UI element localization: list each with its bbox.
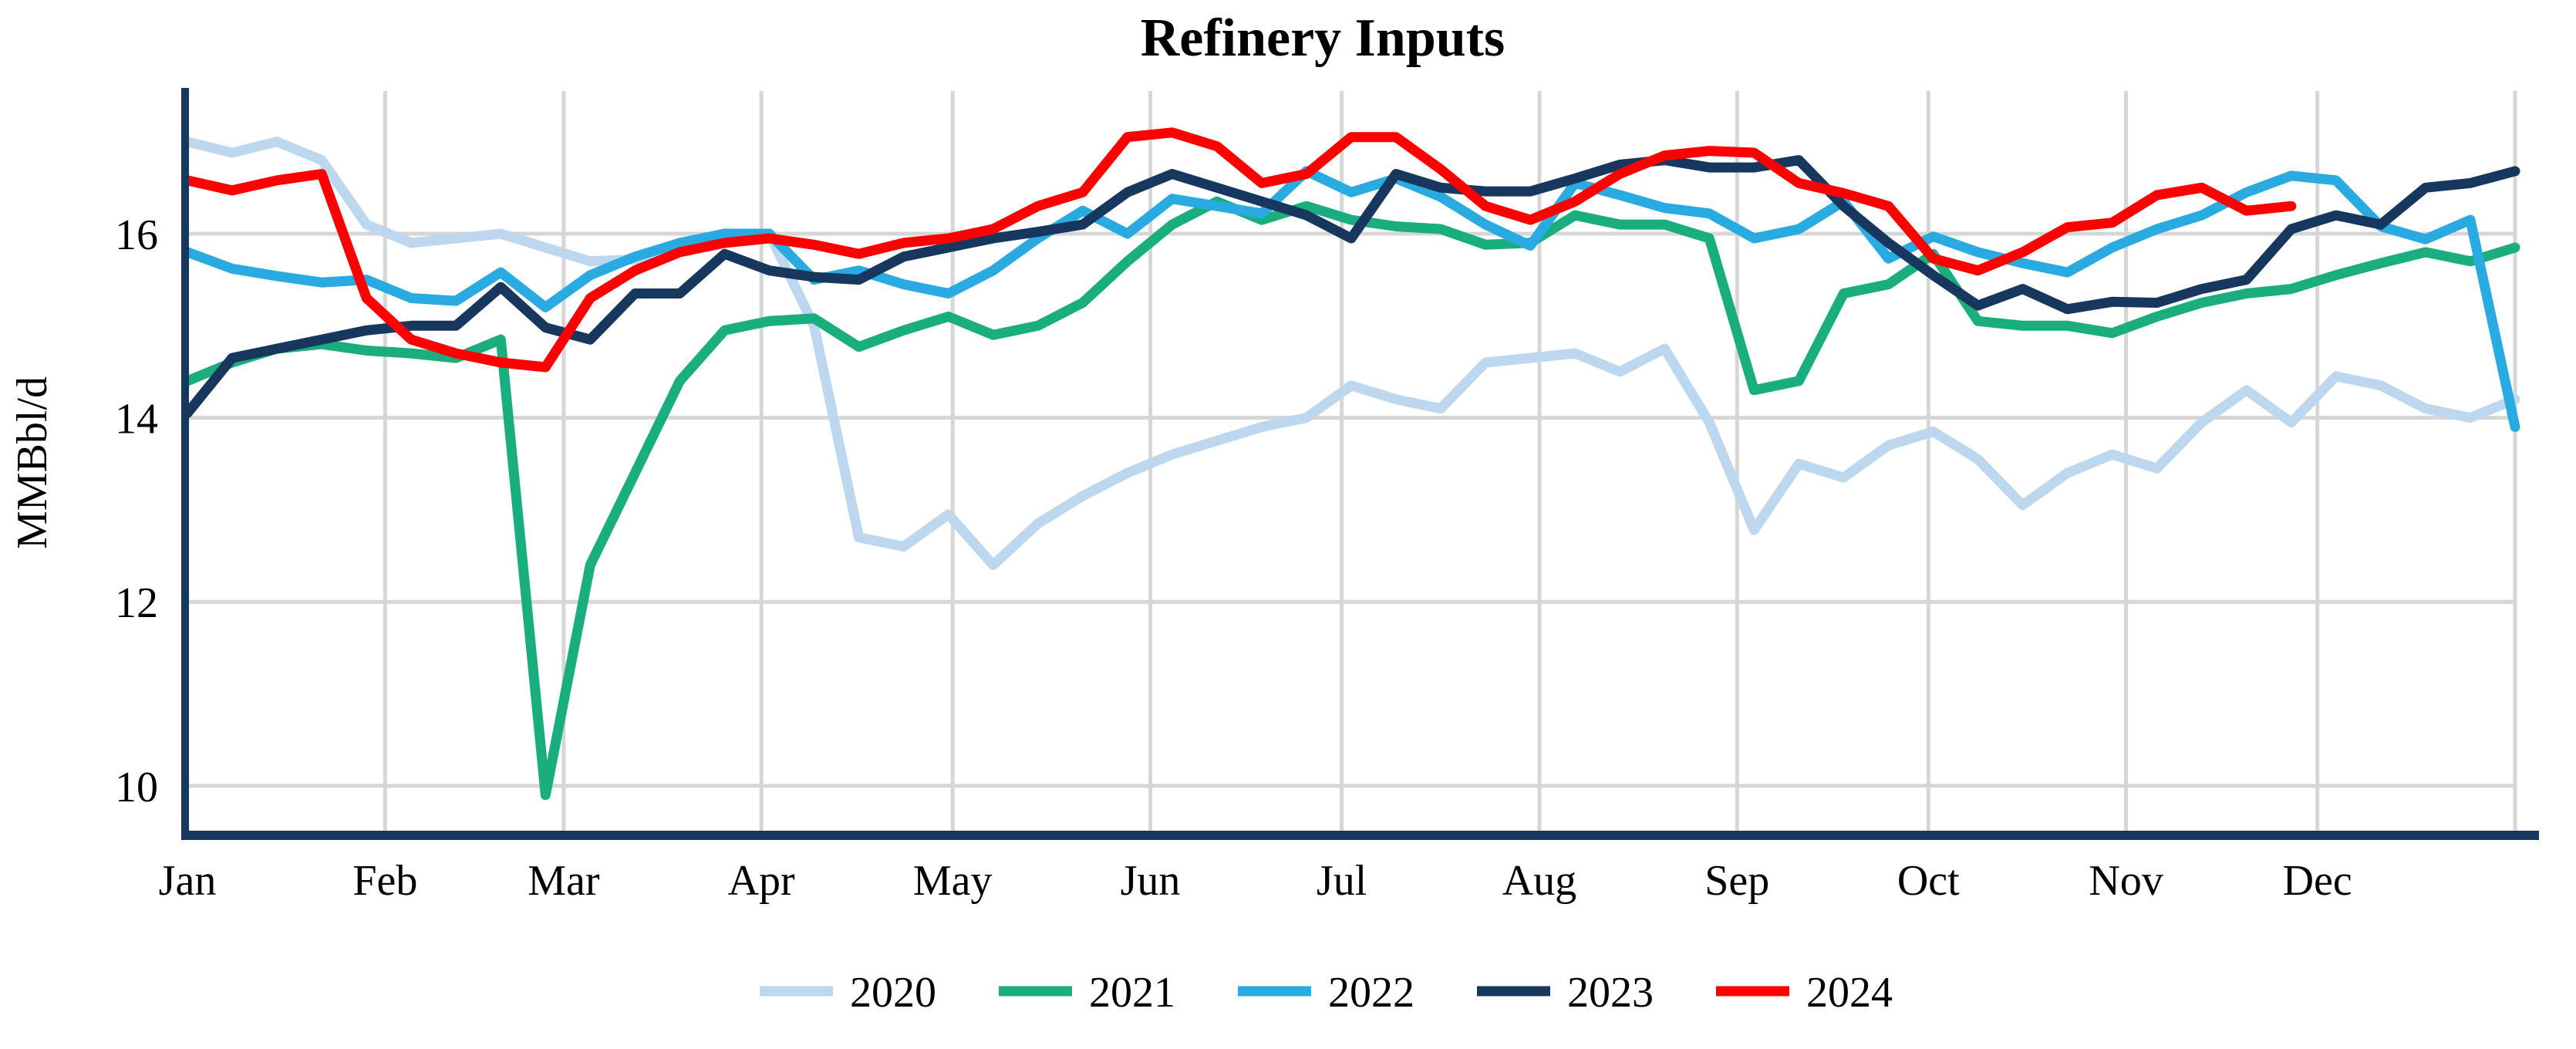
y-tick-label-10: 10: [115, 764, 158, 811]
month-label-jun: Jun: [1121, 857, 1181, 905]
y-tick-label-16: 16: [115, 211, 158, 259]
month-label-nov: Nov: [2089, 857, 2163, 905]
series-line-2021: [182, 196, 2520, 801]
month-label-apr: Apr: [728, 857, 795, 905]
month-label-sep: Sep: [1704, 857, 1769, 905]
month-label-jan: Jan: [159, 857, 217, 905]
series-line-2022: [182, 166, 2520, 432]
series-line-2023: [182, 155, 2520, 419]
legend-item-2023: 2023: [1477, 969, 1654, 1017]
month-labels: Jan Feb Mar Apr May Jun Jul Aug Sep Oct Nov Dec: [159, 857, 2352, 905]
series-lines: [182, 127, 2520, 801]
month-label-aug: Aug: [1502, 857, 1576, 905]
legend-label-2023: 2023: [1567, 969, 1654, 1017]
legend-item-2024: 2024: [1716, 969, 1893, 1017]
y-tick-label-14: 14: [115, 396, 158, 444]
legend-item-2022: 2022: [1238, 969, 1414, 1017]
month-label-mar: Mar: [528, 857, 600, 905]
month-label-feb: Feb: [352, 857, 417, 905]
legend-label-2022: 2022: [1328, 969, 1414, 1017]
legend-label-2024: 2024: [1806, 969, 1893, 1017]
y-tick-label-12: 12: [115, 579, 158, 627]
month-label-oct: Oct: [1897, 857, 1960, 905]
month-label-dec: Dec: [2283, 857, 2352, 905]
legend: 2020 2021 2022 2023 2024: [760, 969, 1893, 1017]
month-label-may: May: [913, 857, 993, 905]
legend-item-2021: 2021: [999, 969, 1175, 1017]
y-axis-label: MMBbl/d: [8, 376, 56, 549]
legend-label-2021: 2021: [1089, 969, 1175, 1017]
series-line-2020: [182, 137, 2520, 570]
series-line-2024: [182, 127, 2297, 373]
y-tick-labels: 10 12 14 16: [115, 211, 158, 811]
month-label-jul: Jul: [1317, 857, 1367, 905]
axes: [181, 88, 2539, 840]
legend-label-2020: 2020: [850, 969, 936, 1017]
chart-title: Refinery Inputs: [1141, 8, 1505, 68]
legend-item-2020: 2020: [760, 969, 936, 1017]
